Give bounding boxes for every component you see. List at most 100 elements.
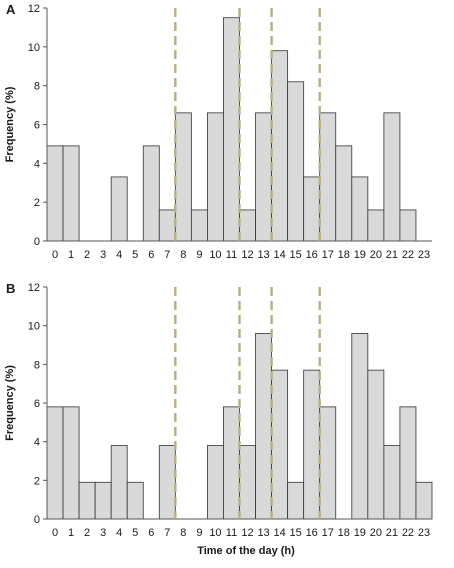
x-tick-label: 20 [370,527,382,539]
bar-hour-7 [158,209,176,242]
y-tick-label: 12 [28,3,40,15]
y-tick-label: 4 [34,158,40,170]
x-tick-label: 14 [273,249,285,261]
bar-hour-14 [271,369,289,520]
x-tick-label: 15 [290,527,302,539]
bar-hour-22 [399,406,417,520]
y-tick-label: 8 [34,81,40,93]
y-tick-label: 6 [34,398,40,410]
y-tick-label: 8 [34,359,40,371]
bar-hour-19 [351,332,369,520]
x-tick-label: 9 [196,527,202,539]
x-tick-label: 8 [180,527,186,539]
x-tick-label: 23 [418,249,430,261]
bar-hour-14 [271,50,289,242]
bar-hour-15 [287,81,305,242]
bar-hour-16 [303,176,321,242]
x-tick-label: 18 [338,527,350,539]
panel-letter: A [6,2,16,17]
x-tick-label: 7 [164,249,170,261]
bar-hour-11 [223,17,240,242]
y-tick-label: 4 [34,437,40,449]
bar-hour-21 [383,445,401,520]
x-tick-label: 0 [52,527,58,539]
x-tick-label: 17 [322,249,334,261]
bar-hour-19 [351,176,369,242]
x-tick-label: 11 [226,249,237,261]
bar-hour-7 [158,445,176,520]
x-tick-label: 19 [354,249,366,261]
bar-hour-11 [223,406,240,520]
y-tick-label: 10 [28,321,40,333]
x-tick-label: 14 [273,527,285,539]
x-tick-label: 4 [116,527,122,539]
bar-hour-0 [46,145,64,242]
bar-hour-10 [207,112,224,242]
x-tick-label: 6 [148,249,154,261]
bar-hour-18 [335,145,353,242]
x-tick-label: 21 [386,249,398,261]
bar-hour-23 [415,481,433,520]
x-tick-label: 13 [257,249,269,261]
bar-hour-9 [190,209,208,242]
x-tick-label: 19 [354,527,366,539]
y-axis-title: Frequency (%) [4,86,16,162]
bar-hour-12 [239,445,256,520]
bar-hour-1 [62,406,80,520]
bar-hour-16 [303,369,321,520]
x-axis-title: Time of the day (h) [197,545,295,557]
x-tick-label: 15 [290,249,302,261]
x-tick-label: 4 [116,249,122,261]
bar-hour-20 [367,209,385,242]
x-tick-label: 6 [148,527,154,539]
x-tick-label: 16 [306,527,318,539]
y-axis-title: Frequency (%) [4,365,16,441]
x-tick-label: 22 [402,527,414,539]
bar-hour-10 [207,445,224,520]
panel-letter: B [6,281,15,296]
bar-hour-6 [142,145,160,242]
x-tick-label: 10 [209,527,221,539]
x-tick-label: 21 [386,527,398,539]
y-tick-label: 6 [34,120,40,132]
x-tick-label: 12 [241,527,253,539]
bar-hour-8 [174,112,192,242]
x-tick-label: 2 [84,527,90,539]
x-tick-label: 9 [196,249,202,261]
bar-hour-5 [126,481,144,520]
y-tick-label: 0 [34,236,40,248]
bar-hour-17 [319,406,337,520]
x-tick-label: 5 [132,527,138,539]
x-tick-label: 22 [402,249,414,261]
x-tick-label: 8 [180,249,186,261]
x-tick-label: 1 [68,249,74,261]
bar-hour-20 [367,369,385,520]
bar-hour-2 [78,481,96,520]
x-tick-label: 16 [306,249,318,261]
bar-hour-4 [110,176,128,242]
x-tick-label: 13 [257,527,269,539]
x-tick-label: 2 [84,249,90,261]
x-tick-label: 5 [132,249,138,261]
x-tick-label: 11 [226,527,237,539]
x-tick-label: 3 [100,527,106,539]
x-tick-label: 23 [418,527,430,539]
bar-hour-17 [319,112,337,242]
bar-hour-4 [110,445,128,520]
x-tick-label: 10 [209,249,221,261]
bar-hour-15 [287,481,305,520]
bar-hour-3 [94,481,112,520]
bar-hour-22 [399,209,417,242]
x-tick-label: 18 [338,249,350,261]
bar-hour-13 [255,112,272,242]
bar-hour-12 [239,209,256,242]
y-tick-label: 12 [28,282,40,294]
x-tick-label: 7 [164,527,170,539]
x-tick-label: 17 [322,527,334,539]
x-tick-label: 12 [241,249,253,261]
x-tick-label: 3 [100,249,106,261]
y-tick-label: 2 [34,197,40,209]
